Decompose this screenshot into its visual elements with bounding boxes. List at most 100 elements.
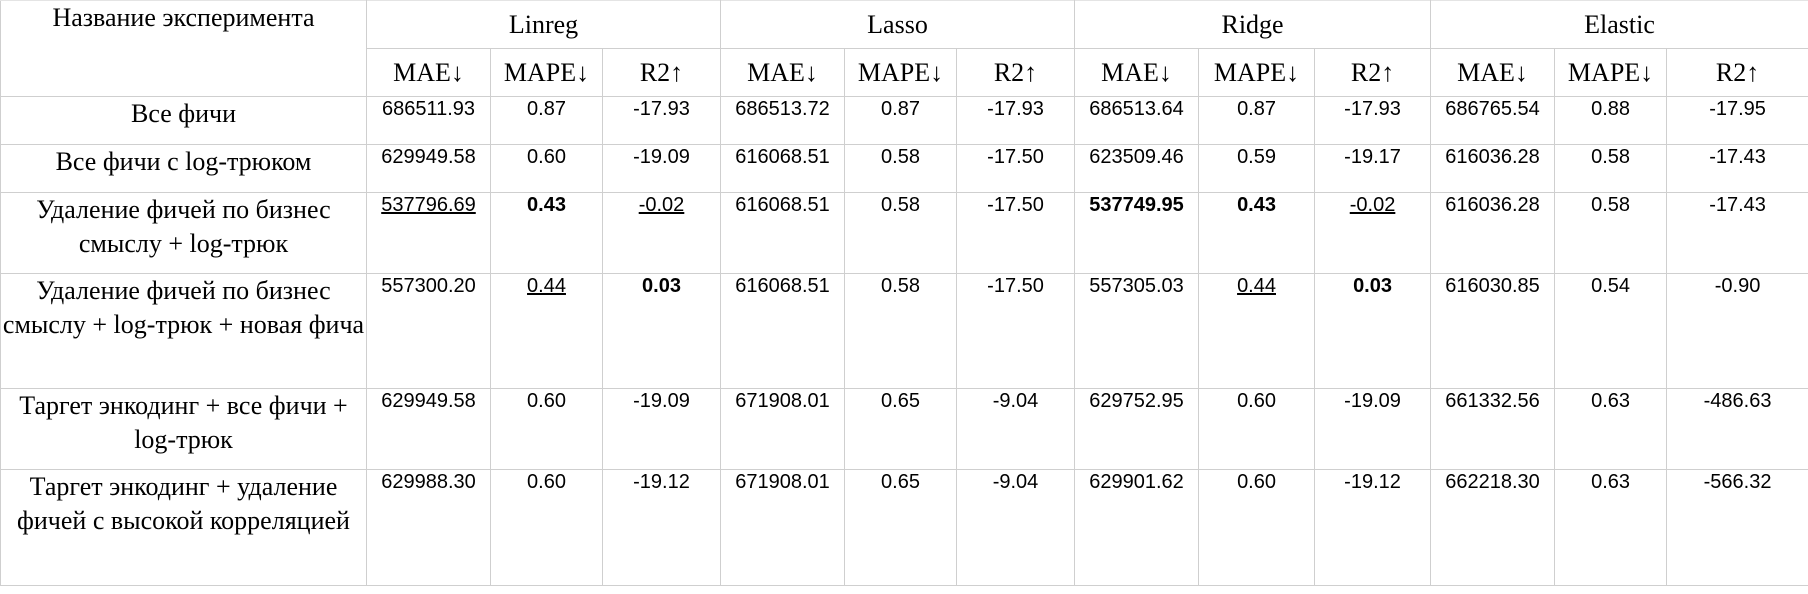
metric-header-mape: MAPE↓ bbox=[844, 48, 957, 97]
cell-elastic-mape: 0.54 bbox=[1554, 273, 1668, 389]
cell-linreg-mape: 0.60 bbox=[490, 144, 603, 193]
cell-linreg-mape: 0.60 bbox=[490, 388, 603, 470]
cell-elastic-r2: -566.32 bbox=[1666, 469, 1808, 586]
cell-linreg-r2: -0.02 bbox=[602, 192, 721, 274]
cell-lasso-mae: 616068.51 bbox=[720, 144, 845, 193]
cell-elastic-mae: 686765.54 bbox=[1430, 96, 1556, 145]
cell-lasso-mae: 616068.51 bbox=[720, 192, 845, 274]
cell-lasso-mae: 671908.01 bbox=[720, 388, 845, 470]
cell-elastic-mape: 0.63 bbox=[1554, 469, 1668, 586]
cell-lasso-mape: 0.58 bbox=[844, 273, 957, 389]
metric-header-r2: R2↑ bbox=[1666, 48, 1808, 97]
experiment-name-header: Название эксперимента bbox=[0, 0, 367, 97]
cell-elastic-mape: 0.58 bbox=[1554, 192, 1668, 274]
table-row: Удаление фичей по бизнес смыслу + log-тр… bbox=[0, 273, 1808, 389]
model-header-ridge: Ridge bbox=[1074, 0, 1432, 49]
cell-ridge-mae: 629901.62 bbox=[1074, 469, 1200, 586]
cell-elastic-mae: 616036.28 bbox=[1430, 144, 1556, 193]
cell-ridge-mape: 0.87 bbox=[1198, 96, 1316, 145]
cell-lasso-mape: 0.58 bbox=[844, 144, 957, 193]
model-header-elastic: Elastic bbox=[1430, 0, 1808, 49]
cell-lasso-mae: 616068.51 bbox=[720, 273, 845, 389]
cell-linreg-r2: 0.03 bbox=[602, 273, 721, 389]
cell-linreg-r2: -17.93 bbox=[602, 96, 721, 145]
cell-ridge-r2: -19.12 bbox=[1314, 469, 1432, 586]
table-row: Удаление фичей по бизнес смыслу + log-тр… bbox=[0, 192, 1808, 274]
cell-linreg-mae: 629949.58 bbox=[366, 388, 491, 470]
cell-ridge-r2: -17.93 bbox=[1314, 96, 1432, 145]
experiment-name: Все фичи с log-трюком bbox=[0, 144, 367, 193]
cell-lasso-mae: 671908.01 bbox=[720, 469, 845, 586]
cell-elastic-mape: 0.63 bbox=[1554, 388, 1668, 470]
experiment-name: Таргет энкодинг + все фичи + log-трюк bbox=[0, 388, 367, 470]
cell-linreg-mae: 629949.58 bbox=[366, 144, 491, 193]
metric-header-mae: MAE↓ bbox=[720, 48, 845, 97]
cell-elastic-r2: -0.90 bbox=[1666, 273, 1808, 389]
cell-elastic-mae: 661332.56 bbox=[1430, 388, 1556, 470]
cell-ridge-mape: 0.59 bbox=[1198, 144, 1316, 193]
cell-linreg-mae: 686511.93 bbox=[366, 96, 491, 145]
metric-header-mae: MAE↓ bbox=[366, 48, 491, 97]
cell-lasso-r2: -17.50 bbox=[955, 144, 1076, 193]
cell-elastic-mae: 616036.28 bbox=[1430, 192, 1556, 274]
cell-linreg-mae: 557300.20 bbox=[366, 273, 491, 389]
cell-linreg-mae: 537796.69 bbox=[366, 192, 491, 274]
cell-lasso-r2: -17.50 bbox=[955, 273, 1076, 389]
cell-lasso-mape: 0.87 bbox=[844, 96, 957, 145]
cell-lasso-mape: 0.58 bbox=[844, 192, 957, 274]
cell-elastic-mae: 662218.30 bbox=[1430, 469, 1556, 586]
experiment-name: Таргет энкодинг + удаление фичей с высок… bbox=[0, 469, 367, 586]
cell-linreg-mape: 0.43 bbox=[490, 192, 603, 274]
cell-elastic-r2: -17.43 bbox=[1666, 144, 1808, 193]
cell-ridge-mape: 0.60 bbox=[1198, 388, 1316, 470]
cell-elastic-r2: -17.43 bbox=[1666, 192, 1808, 274]
cell-ridge-mae: 623509.46 bbox=[1074, 144, 1200, 193]
cell-elastic-r2: -486.63 bbox=[1666, 388, 1808, 470]
metric-header-r2: R2↑ bbox=[955, 48, 1076, 97]
experiment-name: Все фичи bbox=[0, 96, 367, 145]
experiment-name: Удаление фичей по бизнес смыслу + log-тр… bbox=[0, 192, 367, 274]
cell-lasso-mape: 0.65 bbox=[844, 388, 957, 470]
cell-ridge-mae: 686513.64 bbox=[1074, 96, 1200, 145]
cell-elastic-mae: 616030.85 bbox=[1430, 273, 1556, 389]
metric-header-mae: MAE↓ bbox=[1430, 48, 1556, 97]
metric-header-mape: MAPE↓ bbox=[1554, 48, 1668, 97]
cell-lasso-mae: 686513.72 bbox=[720, 96, 845, 145]
cell-linreg-mae: 629988.30 bbox=[366, 469, 491, 586]
cell-elastic-mape: 0.58 bbox=[1554, 144, 1668, 193]
cell-lasso-r2: -17.50 bbox=[955, 192, 1076, 274]
cell-ridge-mae: 537749.95 bbox=[1074, 192, 1200, 274]
cell-ridge-mae: 557305.03 bbox=[1074, 273, 1200, 389]
cell-ridge-mape: 0.43 bbox=[1198, 192, 1316, 274]
cell-lasso-r2: -17.93 bbox=[955, 96, 1076, 145]
cell-ridge-r2: -19.09 bbox=[1314, 388, 1432, 470]
model-header-lasso: Lasso bbox=[719, 0, 1076, 49]
metric-header-mae: MAE↓ bbox=[1074, 48, 1200, 97]
table-row: Таргет энкодинг + все фичи + log-трюк 62… bbox=[0, 388, 1808, 470]
model-header-linreg: Linreg bbox=[366, 0, 721, 49]
metric-header-mape: MAPE↓ bbox=[490, 48, 603, 97]
cell-lasso-r2: -9.04 bbox=[955, 469, 1076, 586]
cell-lasso-mape: 0.65 bbox=[844, 469, 957, 586]
cell-linreg-mape: 0.60 bbox=[490, 469, 603, 586]
cell-ridge-mape: 0.44 bbox=[1198, 273, 1316, 389]
table-row: Таргет энкодинг + удаление фичей с высок… bbox=[0, 469, 1808, 586]
cell-ridge-mae: 629752.95 bbox=[1074, 388, 1200, 470]
cell-ridge-r2: 0.03 bbox=[1314, 273, 1432, 389]
cell-ridge-r2: -19.17 bbox=[1314, 144, 1432, 193]
table-row: Все фичи 686511.93 0.87 -17.93 686513.72… bbox=[0, 96, 1808, 145]
cell-lasso-r2: -9.04 bbox=[955, 388, 1076, 470]
metric-header-mape: MAPE↓ bbox=[1198, 48, 1316, 97]
metric-header-r2: R2↑ bbox=[602, 48, 721, 97]
cell-linreg-mape: 0.44 bbox=[490, 273, 603, 389]
cell-linreg-r2: -19.09 bbox=[602, 144, 721, 193]
cell-linreg-r2: -19.12 bbox=[602, 469, 721, 586]
cell-linreg-mape: 0.87 bbox=[490, 96, 603, 145]
table-body: Все фичи 686511.93 0.87 -17.93 686513.72… bbox=[0, 96, 1808, 586]
cell-elastic-r2: -17.95 bbox=[1666, 96, 1808, 145]
cell-ridge-r2: -0.02 bbox=[1314, 192, 1432, 274]
metric-header-r2: R2↑ bbox=[1314, 48, 1432, 97]
table-row: Все фичи с log-трюком 629949.58 0.60 -19… bbox=[0, 144, 1808, 193]
cell-elastic-mape: 0.88 bbox=[1554, 96, 1668, 145]
